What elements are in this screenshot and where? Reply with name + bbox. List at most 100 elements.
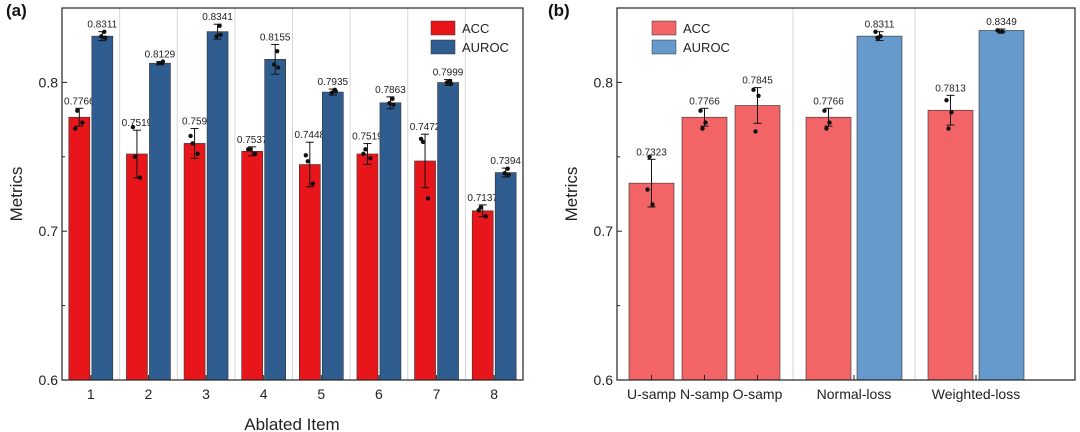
bar — [322, 91, 344, 381]
bar — [379, 102, 402, 381]
data-point — [245, 147, 251, 152]
data-label: 0.7394 — [490, 156, 521, 167]
data-label: 0.8155 — [260, 32, 291, 43]
data-point — [822, 108, 827, 113]
data-point — [303, 153, 309, 158]
legend-acc-label: ACC — [462, 21, 489, 36]
x-tick-label: 5 — [317, 386, 325, 402]
data-point — [703, 120, 708, 125]
panel-b-bars: 0.7323 0.7766 0.7845 0.7766 0.8311 0.7813 0.83… — [628, 17, 1025, 381]
data-point — [368, 156, 373, 161]
x-tick-label: 2 — [145, 386, 153, 402]
bar — [494, 172, 517, 381]
data-point — [875, 35, 880, 40]
bar — [68, 116, 91, 381]
data-point — [310, 181, 316, 186]
data-point — [305, 159, 311, 164]
data-label: 0.7519 — [352, 132, 383, 143]
data-label: 0.7935 — [318, 77, 349, 88]
data-label: 0.7766 — [813, 96, 844, 107]
data-label: 0.759 — [182, 117, 207, 128]
data-label: 0.7999 — [433, 68, 464, 79]
data-label: 0.7813 — [935, 83, 966, 94]
data-point — [944, 98, 949, 103]
data-label: 0.7472 — [410, 122, 441, 133]
data-point — [645, 187, 650, 192]
data-label: 0.7845 — [742, 76, 773, 87]
data-point — [160, 59, 166, 64]
bar — [299, 164, 321, 381]
bar — [264, 59, 286, 381]
data-point — [132, 154, 138, 159]
bar — [414, 160, 436, 381]
x-tick-label: 4 — [260, 386, 268, 402]
bar — [183, 143, 206, 381]
data-point — [505, 166, 510, 171]
panel-a-x-axis: 1 2 3 4 5 6 7 8 — [87, 375, 498, 402]
legend-auroc-label: AUROC — [683, 40, 730, 55]
x-tick-label: 6 — [375, 386, 383, 402]
panel-a-y-axis: 0.6 0.7 0.8 — [39, 74, 67, 388]
data-point — [271, 62, 277, 67]
panel-a-x-axis-title: Ablated Item — [244, 415, 339, 432]
bar — [681, 116, 728, 381]
y-tick-label: 0.8 — [594, 74, 614, 90]
panel-b: (b) 0.7323 0.7766 0.7845 0.7766 0.8311 0.7813… — [548, 1, 1076, 402]
data-point — [824, 126, 829, 131]
data-label: 0.7323 — [636, 147, 667, 158]
data-label: 0.7448 — [295, 130, 326, 141]
panel-b-legend: ACC AUROC — [651, 20, 730, 55]
data-label: 0.7766 — [64, 96, 95, 107]
bar — [471, 210, 494, 381]
panel-b-label: (b) — [548, 1, 570, 20]
bar — [734, 105, 781, 381]
data-point — [476, 208, 481, 213]
data-point — [647, 154, 652, 159]
panel-b-y-axis-title: Metrics — [562, 167, 581, 222]
data-point — [751, 87, 756, 93]
x-tick-label: 1 — [87, 386, 95, 402]
data-point — [190, 141, 195, 146]
legend-auroc-swatch — [430, 39, 456, 55]
bar — [628, 182, 675, 381]
data-label: 0.7519 — [122, 118, 153, 129]
bar — [856, 35, 903, 381]
y-tick-label: 0.6 — [39, 372, 59, 388]
x-tick-label: O-samp — [733, 386, 783, 402]
data-point — [214, 34, 219, 39]
bar — [126, 153, 148, 381]
bar — [437, 82, 459, 381]
x-tick-label: N-samp — [680, 386, 729, 402]
data-point — [252, 151, 258, 157]
bar — [91, 35, 114, 381]
bar — [241, 150, 263, 381]
bar — [978, 30, 1025, 381]
data-point — [363, 147, 368, 152]
data-point — [997, 29, 1002, 35]
data-point — [418, 136, 424, 142]
data-point — [949, 109, 954, 115]
data-label: 0.8129 — [145, 50, 176, 61]
bar — [805, 116, 852, 381]
data-point — [387, 101, 392, 106]
bar — [927, 109, 974, 381]
panel-b-x-axis: U-samp N-samp O-samp Normal-loss Weighted-lo… — [627, 375, 1020, 402]
panel-a: (a) 0.77660.83110.75190.81290.7590.83410… — [6, 1, 524, 432]
y-tick-label: 0.6 — [594, 372, 614, 388]
legend-acc-swatch — [651, 20, 677, 36]
data-label: 0.7863 — [375, 85, 406, 96]
panel-a-y-axis-title: Metrics — [7, 167, 26, 222]
data-point — [502, 170, 507, 176]
data-label: 0.8311 — [87, 20, 117, 31]
data-label: 0.7137 — [467, 193, 498, 204]
bar — [356, 153, 379, 381]
data-point — [75, 108, 80, 113]
data-point — [698, 108, 703, 113]
data-label: 0.7537 — [237, 135, 268, 146]
data-point — [700, 126, 705, 131]
data-point — [756, 93, 761, 98]
data-point — [506, 172, 511, 177]
data-label: 0.7766 — [689, 96, 720, 107]
x-tick-label: 8 — [490, 386, 498, 402]
